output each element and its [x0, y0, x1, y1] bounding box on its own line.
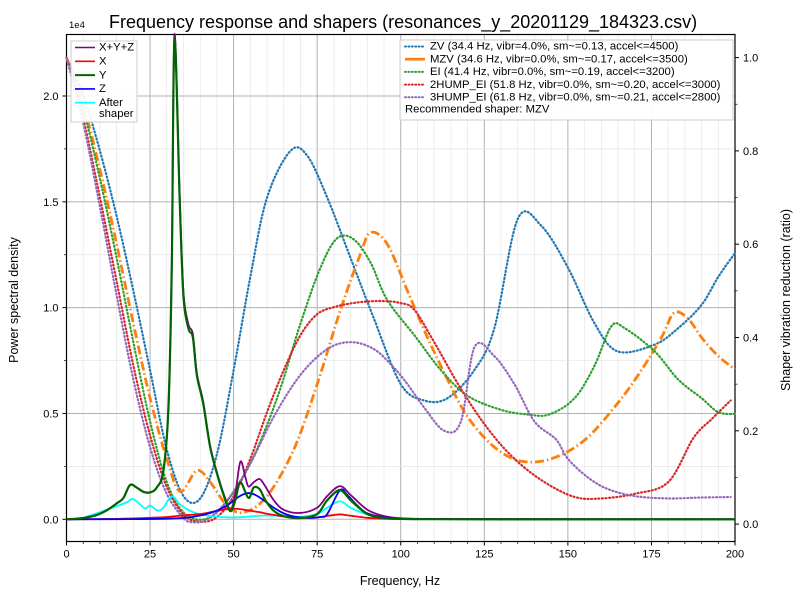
svg-text:Shaper vibration reduction (ra: Shaper vibration reduction (ratio): [779, 209, 793, 391]
svg-text:EI (41.4 Hz, vibr=0.0%, sm~=0.: EI (41.4 Hz, vibr=0.0%, sm~=0.19, accel<…: [430, 66, 675, 78]
svg-text:Frequency, Hz: Frequency, Hz: [360, 574, 440, 588]
svg-text:X: X: [99, 56, 107, 68]
svg-text:Frequency response and shapers: Frequency response and shapers (resonanc…: [109, 12, 697, 33]
svg-text:0.0: 0.0: [743, 519, 758, 531]
svg-text:75: 75: [311, 549, 323, 561]
svg-text:shaper: shaper: [99, 108, 134, 120]
svg-text:0.6: 0.6: [743, 239, 758, 251]
svg-text:X+Y+Z: X+Y+Z: [99, 42, 134, 54]
svg-text:2.0: 2.0: [43, 91, 58, 103]
svg-text:150: 150: [559, 549, 577, 561]
svg-text:Y: Y: [99, 69, 107, 81]
svg-text:1.5: 1.5: [43, 197, 58, 209]
svg-text:100: 100: [392, 549, 410, 561]
svg-text:Z: Z: [99, 83, 106, 95]
svg-text:0.2: 0.2: [743, 426, 758, 438]
svg-text:0.0: 0.0: [43, 514, 58, 526]
svg-text:1e4: 1e4: [69, 20, 85, 31]
svg-text:Recommended shaper: MZV: Recommended shaper: MZV: [405, 104, 550, 116]
svg-text:ZV (34.4 Hz, vibr=4.0%, sm~=0.: ZV (34.4 Hz, vibr=4.0%, sm~=0.13, accel<…: [430, 41, 679, 53]
svg-text:0.8: 0.8: [743, 146, 758, 158]
svg-text:Power spectral density: Power spectral density: [7, 236, 21, 363]
svg-text:0: 0: [63, 549, 69, 561]
svg-text:0.5: 0.5: [43, 408, 58, 420]
svg-text:1.0: 1.0: [43, 303, 58, 315]
svg-text:125: 125: [475, 549, 493, 561]
svg-text:MZV (34.6 Hz, vibr=0.0%, sm~=0: MZV (34.6 Hz, vibr=0.0%, sm~=0.17, accel…: [430, 53, 688, 65]
svg-text:2HUMP_EI (51.8 Hz, vibr=0.0%,: 2HUMP_EI (51.8 Hz, vibr=0.0%, sm~=0.20, …: [430, 79, 721, 91]
svg-text:3HUMP_EI (61.8 Hz, vibr=0.0%,: 3HUMP_EI (61.8 Hz, vibr=0.0%, sm~=0.21, …: [430, 92, 721, 104]
svg-text:0.4: 0.4: [743, 333, 758, 345]
svg-text:175: 175: [642, 549, 660, 561]
svg-text:1.0: 1.0: [743, 53, 758, 65]
svg-text:200: 200: [726, 549, 744, 561]
svg-text:25: 25: [144, 549, 156, 561]
svg-text:50: 50: [227, 549, 239, 561]
